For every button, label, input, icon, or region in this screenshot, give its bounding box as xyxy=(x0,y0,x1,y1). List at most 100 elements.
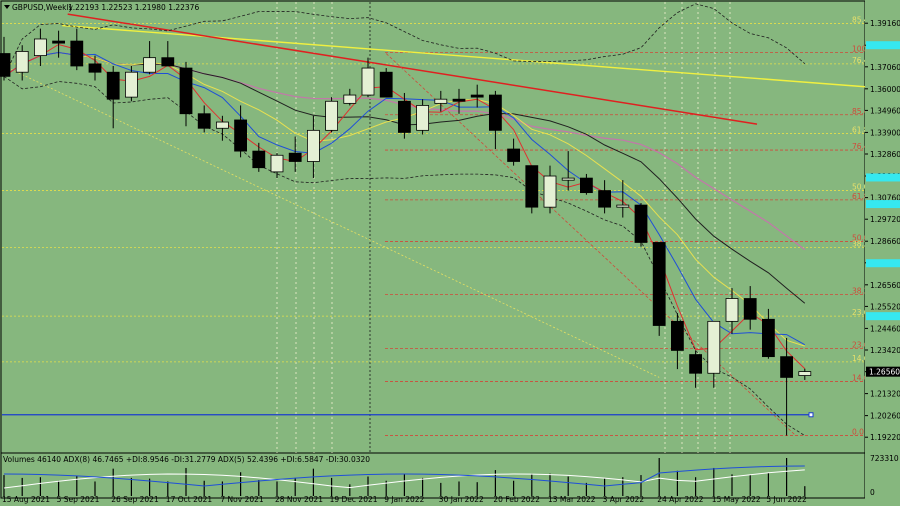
candle-bear xyxy=(288,152,302,162)
candle-bull xyxy=(143,57,157,73)
fib-label-red: 14.6 xyxy=(852,374,869,383)
volume-panel: Volumes 46140 ADX(8) 46.7465 +DI:8.9546 … xyxy=(3,454,899,497)
candle-bear xyxy=(689,354,702,374)
price-tick-label: 1.21320 xyxy=(870,390,900,399)
price-tick-label: 1.39160 xyxy=(870,19,900,28)
candle-bear xyxy=(88,63,102,73)
candle-bear xyxy=(634,204,648,243)
candle-bear xyxy=(379,71,393,98)
date-label: 28 Nov 2021 xyxy=(275,495,323,504)
fib-label-red: 38.2 xyxy=(852,286,869,295)
price-tick-label: 1.32860 xyxy=(870,150,900,159)
price-tick-label: 1.25520 xyxy=(870,302,900,311)
candle-bear xyxy=(234,119,248,152)
fib-label-yellow: 76.4 xyxy=(852,56,869,65)
symbol-label: GBPUSD,Weekly xyxy=(12,3,74,12)
date-label: 5 Sep 2021 xyxy=(57,495,100,504)
price-tick-label: 1.26560 xyxy=(870,281,900,290)
fib-label-red: 50.0 xyxy=(852,233,869,242)
current-price-label: 1.26560 xyxy=(869,368,900,377)
candle-bear xyxy=(507,148,521,162)
cyan-price-tag xyxy=(866,259,900,268)
candle-bear xyxy=(671,320,684,351)
current-price-box xyxy=(866,366,900,377)
chevron-down-icon[interactable] xyxy=(4,5,10,9)
date-label: 9 Jan 2022 xyxy=(384,495,424,504)
candle-bull xyxy=(798,371,812,376)
channel-line-red xyxy=(385,53,796,436)
date-axis: 15 Aug 2021 5 Sep 2021 26 Sep 2021 17 Oct 2… xyxy=(2,495,807,504)
candle-bear xyxy=(252,150,266,169)
price-axis-bg xyxy=(865,0,900,506)
support-line-handle[interactable] xyxy=(808,412,814,418)
cyan-price-tag xyxy=(866,200,900,209)
candle-bear xyxy=(762,318,775,358)
candle-bull xyxy=(616,204,630,208)
volume-zero-label: 0 xyxy=(870,488,875,497)
candle-bull xyxy=(725,298,739,322)
fib-label-yellow: 85.4 xyxy=(852,15,869,24)
date-label: 30 Jan 2022 xyxy=(439,495,484,504)
date-label: 20 Feb 2022 xyxy=(493,495,540,504)
price-tick-label: 1.19220 xyxy=(870,433,900,442)
candle-bear xyxy=(197,113,211,129)
candle-bull xyxy=(543,175,557,208)
date-label: 5 Jun 2022 xyxy=(766,495,807,504)
date-label: 26 Sep 2021 xyxy=(111,495,159,504)
candle-bull xyxy=(361,67,375,96)
fib-label-red: 100.0 xyxy=(852,44,874,53)
volume-indicator-label: Volumes 46140 ADX(8) 46.7465 +DI:8.9546 … xyxy=(3,455,370,464)
fib-label-yellow: 61.8 xyxy=(852,125,869,134)
candle-bear xyxy=(52,40,65,44)
candles-layer xyxy=(0,28,812,436)
header: GBPUSD,Weekly 1.22193 1.22523 1.21980 1.… xyxy=(4,3,199,12)
candle-bear xyxy=(70,40,84,67)
bollinger-lower xyxy=(3,76,806,436)
fib-label-red: 23.6 xyxy=(852,340,869,349)
date-label: 15 May 2022 xyxy=(712,495,761,504)
candle-bear xyxy=(488,94,502,131)
price-tick-label: 1.23420 xyxy=(870,346,900,355)
cyan-price-tag xyxy=(866,173,900,182)
candle-bull xyxy=(215,121,229,129)
candle-bear xyxy=(780,356,793,378)
date-label: 3 Apr 2022 xyxy=(603,495,645,504)
candle-bear xyxy=(652,242,666,326)
grid-layer xyxy=(0,0,866,499)
fib-label-yellow: 38.2 xyxy=(852,240,869,249)
cyan-price-tag xyxy=(866,41,900,50)
date-label: 17 Oct 2021 xyxy=(166,495,213,504)
fib-label-red: 76.4 xyxy=(852,142,869,151)
fib-label-red: 0.0 xyxy=(852,428,864,437)
candle-bull xyxy=(15,51,29,73)
fibonacci-layer: 100.085.476.461.850.038.223.614.60.085.4… xyxy=(2,15,874,437)
candle-bear xyxy=(452,98,466,102)
price-tick-label: 1.37060 xyxy=(870,63,900,72)
candle-bear xyxy=(0,53,11,77)
candle-bear xyxy=(161,57,175,67)
candle-bull xyxy=(125,71,138,98)
date-label: 24 Apr 2022 xyxy=(657,495,704,504)
date-label: 7 Nov 2021 xyxy=(220,495,263,504)
price-tick-label: 1.28660 xyxy=(870,237,900,246)
fib-label-yellow: 23.6 xyxy=(852,308,869,317)
candle-bear xyxy=(397,100,411,133)
candle-bull xyxy=(707,320,721,374)
price-tick-label: 1.36000 xyxy=(870,85,900,94)
candle-bull xyxy=(325,100,339,131)
date-label: 15 Aug 2021 xyxy=(2,495,50,504)
candle-bull xyxy=(561,177,575,181)
volume-max-label: 723310 xyxy=(870,454,899,463)
fib-label-yellow: 50.0 xyxy=(852,183,869,192)
ohlc-readout: 1.22193 1.22523 1.21980 1.22376 xyxy=(68,3,199,12)
fib-label-red: 85.4 xyxy=(852,107,869,116)
candle-bull xyxy=(34,38,47,56)
price-tick-label: 1.30760 xyxy=(870,194,900,203)
cyan-price-tag xyxy=(866,312,900,321)
adx-line-white xyxy=(3,469,805,489)
price-tick-label: 1.29720 xyxy=(870,215,900,224)
adx-line-blue xyxy=(3,465,805,487)
candle-bear xyxy=(525,165,539,208)
candle-bear xyxy=(106,71,120,100)
